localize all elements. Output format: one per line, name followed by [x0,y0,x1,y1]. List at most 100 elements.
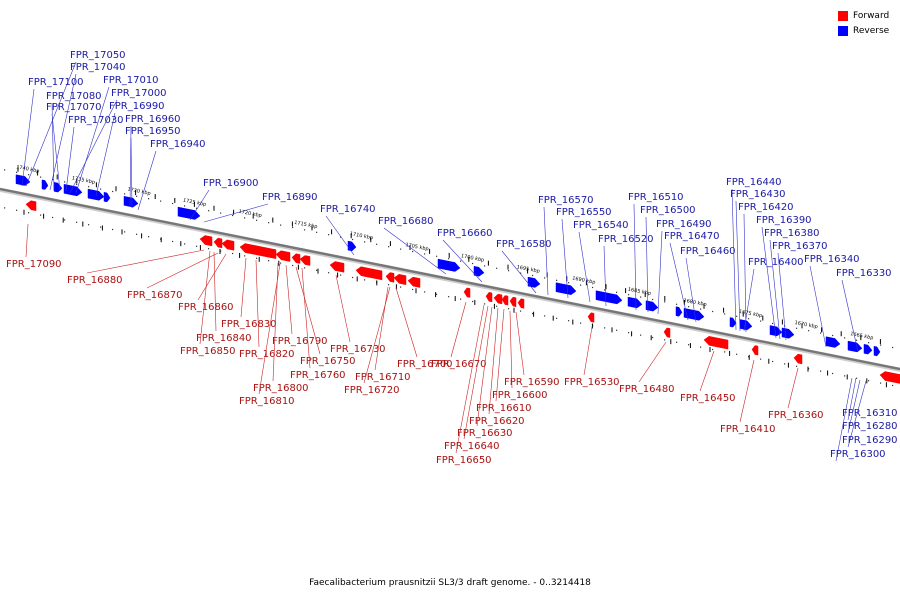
reverse-track-dot [124,193,126,195]
forward-gene-arrow [509,296,517,308]
reverse-label-leader [543,206,549,296]
legend-reverse-label: Reverse [853,25,890,36]
reverse-label-leader [561,218,569,299]
reverse-track-dot [232,214,234,217]
scale-tick-label: 1690 kbp [572,275,596,285]
forward-track-dot [280,262,282,264]
reverse-gene-label: FPR_16890 [262,192,318,203]
forward-track-dot [472,300,474,303]
forward-track-dot [880,382,882,384]
reverse-track-dot [316,231,318,233]
forward-gene-label: FPR_16480 [619,384,675,395]
scale-tick-label: 1735 kbp [71,175,95,185]
scale-tick-label: 1715 kbp [294,220,318,230]
reverse-label-leader [657,230,663,315]
reverse-gene-arrow [595,290,623,305]
forward-track-dot [688,344,690,346]
reverse-gene-label: FPR_17040 [70,62,126,73]
reverse-track-dot [184,205,186,207]
forward-label-leader [699,350,715,392]
reverse-track-dot [148,198,150,200]
forward-gene-label: FPR_17090 [6,259,62,270]
forward-track-dot [148,236,150,238]
forward-gene-label: FPR_16810 [239,396,295,407]
forward-track-dot [76,221,78,223]
forward-track-dot [160,238,162,240]
forward-track-dot [532,312,534,315]
reverse-label-leader [847,380,867,448]
reverse-track-dot [844,337,846,339]
legend-reverse: Reverse [838,23,889,38]
forward-track-dot [892,384,894,387]
reverse-track-dot [280,224,282,226]
forward-label-leader [739,359,755,423]
reverse-track-dot [256,219,258,221]
reverse-track-dot [424,253,426,255]
forward-gene-label: FPR_16850 [180,346,236,357]
reverse-label-leader [95,112,116,197]
reverse-gene-label: FPR_16370 [772,241,828,252]
forward-gene-label: FPR_16410 [720,424,776,435]
reverse-label-leader [383,227,447,275]
forward-gene-label: FPR_16610 [476,403,532,414]
forward-label-leader [476,306,493,427]
reverse-gene-label: FPR_16520 [598,234,654,245]
reverse-gene-arrow [627,296,643,309]
reverse-gene-arrow [53,181,63,193]
forward-label-leader [255,259,260,348]
forward-gene-arrow [239,243,277,260]
forward-gene-label: FPR_16700 [397,359,453,370]
reverse-gene-label: FPR_16490 [656,219,712,230]
forward-track-dot [328,272,330,274]
forward-label-leader [86,249,205,274]
reverse-label-leader [835,377,853,462]
reverse-gene-arrow [675,306,683,317]
reverse-track-dot [856,339,858,341]
reverse-gene-label: FPR_16430 [730,189,786,200]
forward-gene-arrow [485,292,493,303]
forward-track-dot [64,219,66,221]
forward-label-leader [197,253,227,301]
forward-track-dot [172,240,174,243]
reverse-track-dot [352,238,354,241]
forward-track-dot [244,255,246,257]
reverse-gene-label: FPR_17100 [28,77,84,88]
reverse-gene-label: FPR_16900 [203,178,259,189]
reverse-track-dot [712,310,714,313]
reverse-track-dot [436,255,438,257]
reverse-track-dot [472,262,474,265]
reverse-track-dot [628,294,630,296]
reverse-track-dot [520,272,522,274]
reverse-gene-label: FPR_16960 [125,114,181,125]
reverse-gene-arrow [825,336,841,348]
forward-label-leader [295,266,321,355]
forward-gene-label: FPR_16600 [492,390,548,401]
reverse-label-leader [841,279,859,353]
reverse-label-leader [685,257,697,323]
forward-track-dot [868,380,870,382]
reverse-gene-arrow [63,183,83,197]
reverse-track-dot [832,334,834,337]
forward-track-dot [52,216,54,219]
reverse-gene-label: FPR_17010 [103,75,159,86]
forward-track-dot [856,377,858,379]
reverse-track-dot [796,327,798,329]
reverse-track-dot [508,270,510,272]
forward-track-dot [568,320,570,322]
reverse-label-leader [743,213,747,333]
reverse-gene-arrow [683,307,705,321]
forward-label-leader [301,267,311,369]
forward-track-dot [196,245,198,247]
forward-track-dot [16,209,18,211]
forward-label-leader [374,286,389,371]
reverse-gene-label: FPR_16330 [836,268,892,279]
forward-gene-arrow [879,371,900,384]
reverse-track-dot [772,322,774,325]
reverse-gene-label: FPR_16280 [842,421,898,432]
reverse-gene-label: FPR_16660 [437,228,493,239]
reverse-track-dot [580,284,582,286]
reverse-gene-label: FPR_16390 [756,215,812,226]
reverse-label-leader [69,99,118,194]
reverse-track-dot [340,236,342,238]
